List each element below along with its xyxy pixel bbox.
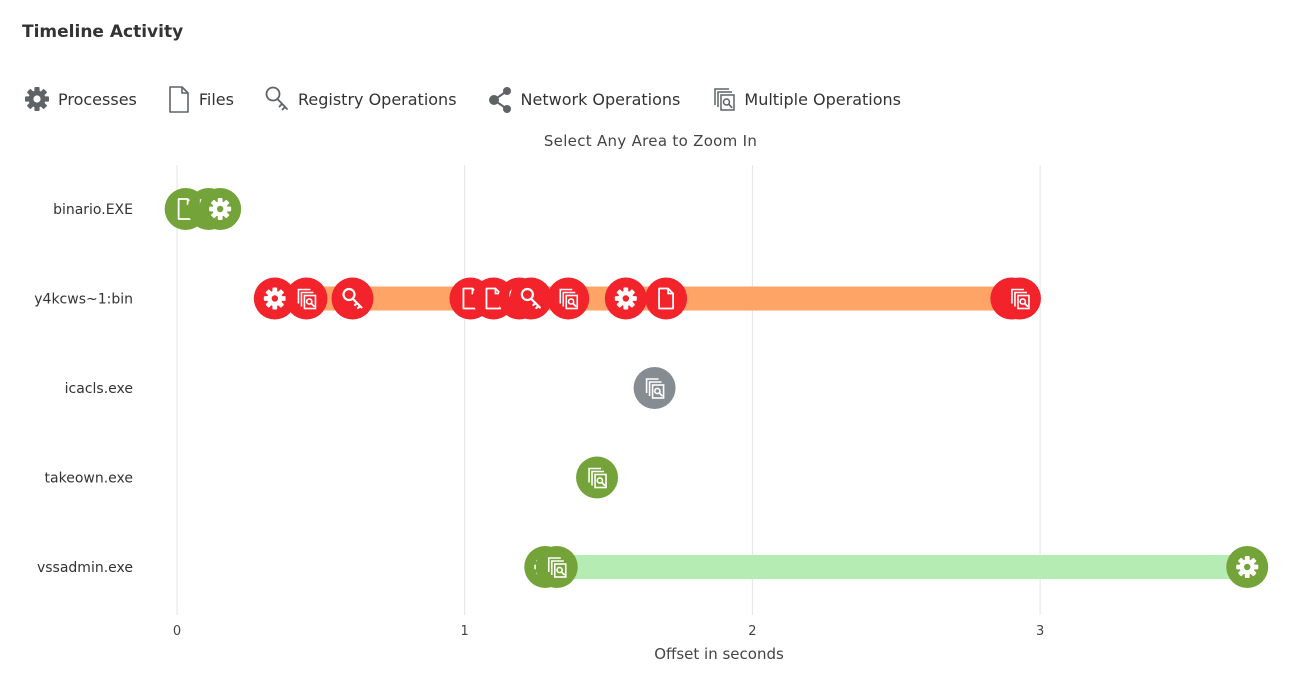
event-marker[interactable] [285, 277, 328, 320]
multi-search-icon [645, 378, 665, 399]
page-title: Timeline Activity [22, 22, 184, 42]
gear-icon [25, 87, 49, 111]
row-label: takeown.exe [45, 471, 133, 487]
legend-label: Registry Operations [297, 89, 457, 109]
event-marker[interactable] [576, 456, 619, 499]
event-marker[interactable] [1226, 546, 1269, 588]
legend-item-network[interactable]: Network Operations [487, 85, 681, 113]
gear-icon [1236, 556, 1259, 578]
file-icon [658, 287, 674, 310]
event-marker[interactable] [547, 277, 590, 320]
x-tick-label: 2 [748, 624, 756, 639]
gear-icon [614, 287, 637, 310]
gear-icon [263, 287, 286, 310]
x-tick-label: 1 [461, 624, 469, 639]
legend-item-files[interactable]: Files [167, 85, 234, 113]
event-marker[interactable] [645, 277, 688, 320]
multi-search-icon [297, 288, 317, 310]
legend-label: Files [198, 89, 234, 109]
legend-label: Multiple Operations [744, 89, 901, 109]
event-marker[interactable] [633, 367, 676, 409]
multi-search-icon [547, 557, 567, 578]
row-label: icacls.exe [65, 381, 133, 397]
share-icon [488, 87, 511, 113]
event-marker[interactable] [253, 277, 296, 320]
multi-search-icon [714, 88, 736, 111]
event-marker[interactable] [998, 277, 1041, 320]
gear-icon [209, 198, 232, 220]
legend-label: Processes [58, 89, 137, 109]
legend: Processes Files Registry Operations Netw… [24, 84, 931, 114]
event-marker[interactable] [199, 188, 242, 230]
legend-item-registry[interactable]: Registry Operations [264, 85, 457, 113]
event-marker[interactable] [331, 277, 374, 320]
multi-search-icon [1011, 288, 1030, 310]
legend-item-multiple[interactable]: Multiple Operations [710, 85, 901, 113]
event-marker[interactable] [535, 546, 578, 588]
x-tick-label: 0 [173, 624, 181, 639]
event-marker[interactable] [604, 277, 647, 320]
legend-item-processes[interactable]: Processes [24, 86, 137, 112]
key-icon [520, 287, 541, 310]
chart-subtitle: Select Any Area to Zoom In [543, 132, 758, 150]
key-icon [342, 287, 363, 310]
row-label: y4kcws~1:bin [34, 292, 133, 308]
x-tick-label: 3 [1036, 624, 1044, 639]
row-label: binario.EXE [53, 202, 133, 218]
event-marker[interactable] [509, 277, 552, 320]
key-icon [265, 86, 288, 111]
multi-search-icon [588, 467, 607, 489]
legend-label: Network Operations [520, 89, 681, 109]
file-icon [169, 86, 189, 113]
duration-bar[interactable] [545, 555, 1248, 579]
x-axis-label: Offset in seconds [654, 645, 784, 663]
multi-search-icon [559, 288, 579, 310]
row-label: vssadmin.exe [37, 560, 133, 576]
